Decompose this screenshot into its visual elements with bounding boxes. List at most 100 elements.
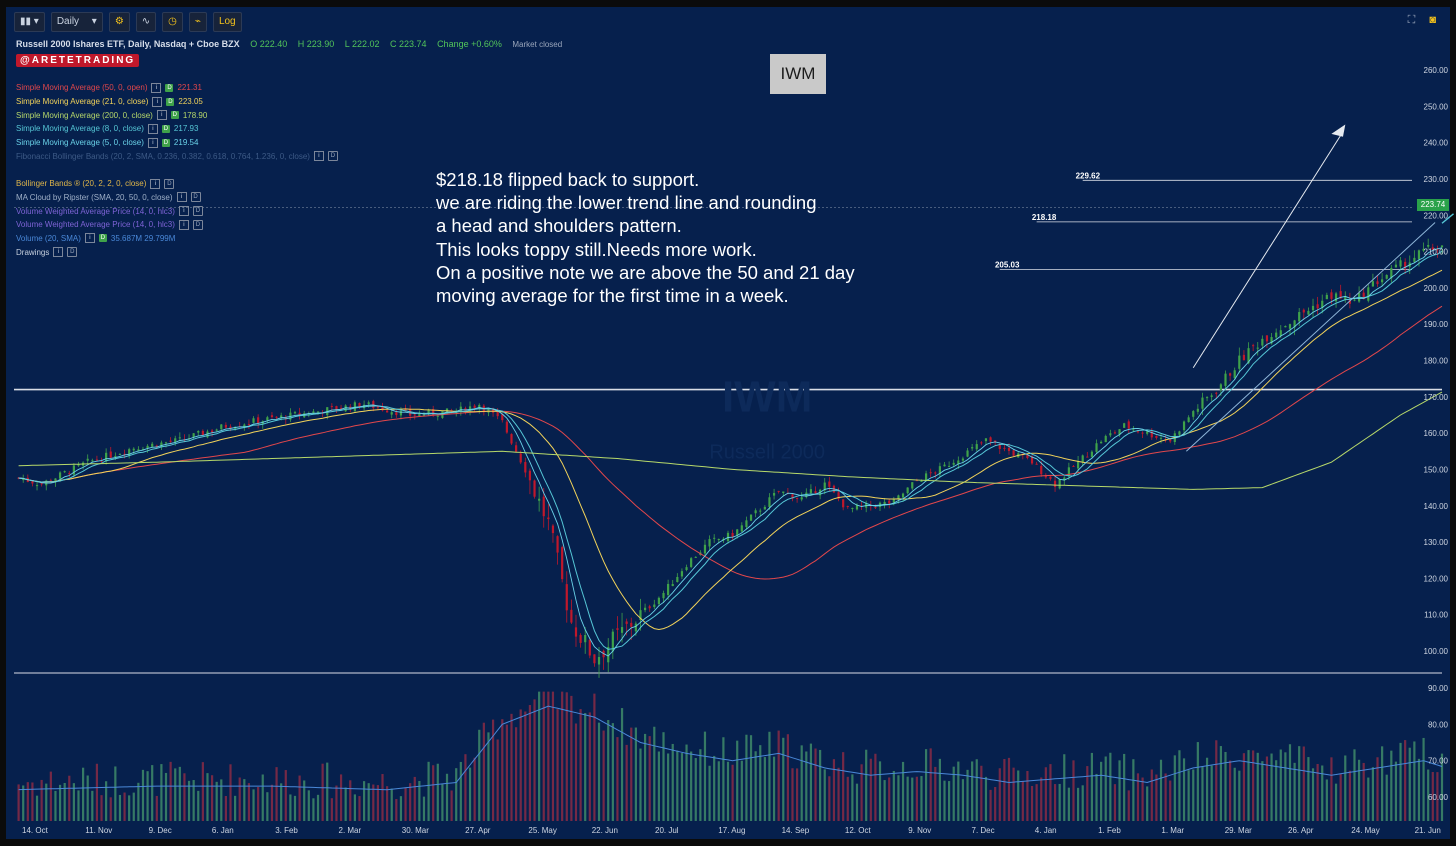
candle [1030,456,1034,464]
compare-button[interactable]: ⌁ [188,12,207,32]
volume-bar [1215,740,1218,821]
candle [1298,312,1301,322]
volume-bar [1399,742,1402,821]
volume-bar [316,794,320,821]
candle [966,450,969,457]
volume-bar [685,744,688,821]
info-icon[interactable]: i [147,137,158,148]
volume-bar [643,733,647,821]
candle [1095,443,1098,452]
volume-bar [312,798,315,821]
info-icon[interactable]: i [178,219,189,230]
replay-button[interactable]: ◷ [162,12,183,32]
volume-bar [1261,761,1264,821]
indicator-row[interactable]: MA Cloud by Ripster (SMA, 20, 50, 0, clo… [16,191,338,205]
volume-bar [786,734,789,821]
indicator-row[interactable]: Volume Weighted Average Price (14, 0, hl… [16,218,338,232]
candle [1367,287,1370,301]
candle [344,405,347,412]
volume-bar [1169,780,1172,821]
volume-bar [220,779,223,821]
volume-bar [257,786,260,821]
volume-axis-label: 80.00 [1428,720,1449,729]
data-window-icon[interactable]: D [98,234,107,243]
candle [533,480,536,497]
interval-label: Daily [56,16,80,27]
candle [547,517,550,520]
indicator-row[interactable]: Simple Moving Average (200, 0, close) i D 1… [16,108,338,122]
indicator-row[interactable]: Volume (20, SMA) i D 35.687M 29.799M [16,232,338,246]
camera-icon[interactable]: ◙ [1429,14,1436,26]
volume-bar [961,779,965,821]
time-axis-label: 6. Jan [212,826,234,835]
info-icon[interactable]: i [156,110,167,121]
data-window-icon[interactable]: D [67,247,78,258]
volume-bar [432,765,435,821]
indicator-row[interactable]: Simple Moving Average (21, 0, close) i D 22… [16,95,338,109]
indicator-row[interactable] [16,163,338,177]
indicators-button[interactable]: ∿ [135,12,157,32]
volume-bar [713,755,716,821]
log-button[interactable]: Log [212,12,242,32]
data-window-icon[interactable]: D [161,138,170,147]
data-window-icon[interactable]: D [166,97,175,106]
candle [169,440,172,442]
volume-bar [1196,742,1199,821]
volume-bar [602,730,605,821]
info-icon[interactable]: i [147,123,158,134]
info-icon[interactable]: i [178,206,189,217]
indicator-row[interactable]: Bollinger Bands ® (20, 2, 2, 0, close) i D [16,177,338,191]
data-window-icon[interactable]: D [161,124,170,133]
volume-bar [229,764,232,821]
time-axis-label: 14. Oct [22,826,49,835]
candle [312,411,315,414]
info-icon[interactable]: i [313,151,324,162]
last-price-tag: 223.74 [1417,199,1449,211]
volume-bar [1136,773,1140,821]
indicator-row[interactable]: Simple Moving Average (8, 0, close) i D 217… [16,122,338,136]
interval-select[interactable]: Daily ▾ [50,12,103,32]
chart-menu-button[interactable]: ▮▮ ▾ [14,12,45,32]
data-window-icon[interactable]: D [165,83,174,92]
candle [561,547,564,580]
indicator-row[interactable]: Drawings i D [16,245,338,259]
candle [957,460,960,465]
candle [1339,291,1342,299]
data-window-icon[interactable]: D [190,192,201,203]
data-window-icon[interactable]: D [192,206,203,217]
indicator-row[interactable]: Simple Moving Average (5, 0, close) i D 219… [16,136,338,150]
candle [1362,292,1365,300]
candle [625,621,628,624]
volume-bar [676,750,679,821]
candle [1007,448,1011,451]
info-icon[interactable]: i [84,233,95,244]
candle [243,424,246,428]
info-icon[interactable]: i [176,192,187,203]
info-icon[interactable]: i [151,82,162,93]
data-window-icon[interactable]: D [327,151,338,162]
indicator-row[interactable]: Fibonacci Bollinger Bands (20, 2, SMA, 0… [16,149,338,163]
fullscreen-icon[interactable]: ⛶ [1407,14,1416,26]
data-window-icon[interactable]: D [192,219,203,230]
volume-bar [860,764,863,821]
volume-bar [1040,777,1043,821]
info-icon[interactable]: i [53,247,64,258]
candle [901,493,905,498]
data-window-icon[interactable]: D [170,111,179,120]
chart-plot-area[interactable] [6,7,1450,839]
candle [510,434,513,444]
indicator-row[interactable]: Simple Moving Average (50, 0, open) i D 221… [16,81,338,95]
volume-bar [851,774,854,821]
volume-bar [726,761,730,821]
info-icon[interactable]: i [150,178,161,189]
upper-trend-line [1192,135,1342,369]
settings-button[interactable]: ⚙ [108,12,130,32]
candle [777,490,780,492]
data-window-icon[interactable]: D [164,178,175,189]
indicator-row[interactable]: Volume Weighted Average Price (14, 0, hl… [16,204,338,218]
volume-bar [620,708,624,821]
volume-bar [1104,756,1107,821]
volume-bar [1330,757,1333,821]
info-icon[interactable]: i [152,96,163,107]
